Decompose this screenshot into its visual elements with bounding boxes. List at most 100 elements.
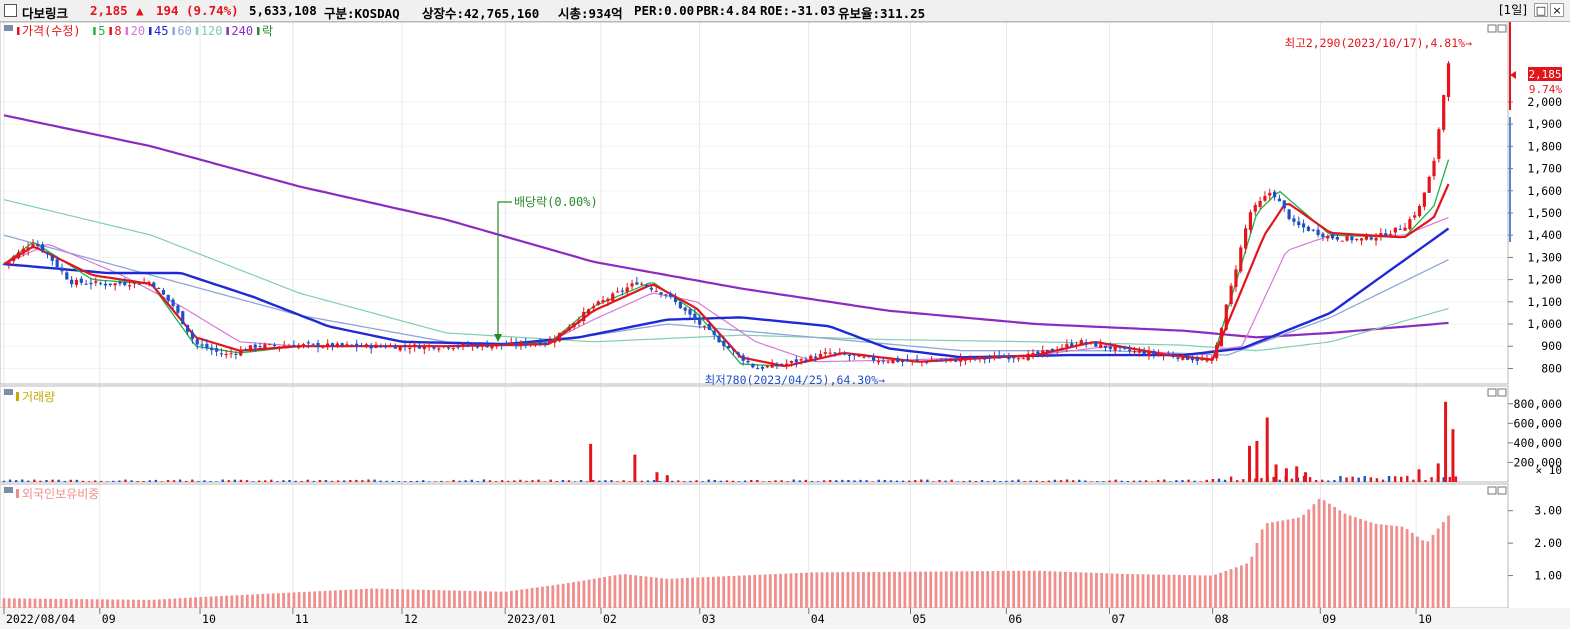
foreign-bar [209, 596, 213, 608]
volume-bar [1339, 475, 1342, 482]
candle-body [181, 311, 185, 325]
foreign-bar [799, 572, 803, 608]
volume-bar [282, 480, 285, 482]
candle-body [582, 311, 586, 322]
volume-panel-icon[interactable] [4, 389, 13, 395]
foreign-bar [80, 599, 84, 608]
price-change: 194 [156, 3, 179, 18]
foreign-bar [556, 584, 560, 608]
candle-body [1403, 227, 1407, 231]
x-tick-label: 2023/01 [507, 612, 556, 626]
candle-body [925, 362, 929, 364]
candle-body [495, 344, 499, 347]
foreign-bar [473, 591, 477, 608]
volume-bar [300, 480, 303, 482]
volume-bar [476, 481, 480, 482]
candle-body [1311, 229, 1315, 231]
volume-bar [1412, 479, 1415, 482]
candle-body [195, 339, 199, 345]
legend-item: 45 [154, 24, 168, 38]
foreign-bar [1167, 574, 1171, 608]
volume-bar [75, 479, 79, 482]
volume-bar [531, 480, 534, 482]
candle-body [480, 344, 484, 347]
volume-bar [519, 479, 522, 482]
volume-bar [1424, 480, 1427, 482]
candle-body [200, 344, 204, 346]
volume-panel-buttons[interactable] [1487, 388, 1507, 397]
volume-bar [877, 479, 880, 482]
volume-bar [1138, 480, 1142, 482]
volume-bar [1041, 481, 1044, 482]
volume-bar [470, 479, 473, 482]
candle-body [2, 263, 6, 265]
foreign-bar [1271, 522, 1274, 608]
candle-body [910, 360, 914, 362]
foreign-bar [147, 599, 151, 608]
volume-bar [567, 480, 571, 482]
chart-area[interactable]: 가격(수정) 5 8 20 45 60 120 240 락 800 900 1,000 1,100 1,… [0, 22, 1570, 629]
foreign-bar [152, 599, 156, 608]
foreign-bar [732, 575, 736, 608]
foreign-bar [919, 571, 922, 608]
period-button[interactable]: [1일] [1498, 3, 1528, 17]
volume-bar [1114, 479, 1117, 482]
candle-body [306, 342, 310, 344]
volume-bar [1096, 481, 1099, 482]
ex-dividend-marker: 배당락(0.00%) [494, 195, 598, 342]
foreign-bar [173, 598, 177, 608]
volume-bar [136, 481, 139, 482]
foreign-bar [1250, 556, 1254, 608]
ex-dividend-arrow-icon [494, 334, 502, 342]
volume-bar [458, 480, 461, 482]
candle-body [601, 300, 605, 303]
candle-body [161, 290, 166, 295]
foreign-bar [59, 598, 63, 608]
price-panel-buttons[interactable] [1487, 24, 1507, 33]
candle-body [731, 349, 736, 351]
volume-bar [203, 480, 206, 482]
candle-body [1263, 196, 1267, 201]
volume-bar [81, 480, 85, 482]
maximize-icon[interactable]: □ [1534, 3, 1548, 17]
foreign-bar [1120, 573, 1124, 608]
candle-body [1248, 212, 1253, 230]
volume-bar [324, 480, 328, 482]
candle-body [954, 359, 958, 362]
candle-body [867, 355, 871, 357]
foreign-bar [1183, 575, 1186, 608]
foreign-bar [1265, 523, 1269, 608]
foreign-bar [168, 598, 172, 608]
foreign-bar [339, 590, 342, 608]
candle-body [1113, 346, 1117, 351]
volume-bar [1169, 481, 1172, 482]
candle-body [103, 283, 108, 286]
listed-shares: 상장수:42,765,160 [422, 6, 540, 21]
stock-name: 다보링크 [22, 6, 69, 21]
x-tick-label: 02 [603, 612, 617, 626]
volume-bar [51, 479, 54, 482]
candle-body [722, 340, 726, 347]
foreign-bar [458, 590, 462, 608]
foreign-bar [805, 572, 808, 608]
volume-bar [1260, 478, 1263, 482]
volume-bar [1454, 476, 1458, 482]
price-panel-icon[interactable] [4, 25, 13, 31]
foreign-panel-icon[interactable] [4, 487, 13, 493]
candle-body [485, 344, 489, 348]
volume-bar [1327, 480, 1330, 482]
market-type: 구분:KOSDAQ [324, 6, 400, 21]
volume-bar [859, 479, 862, 482]
candle-body [862, 356, 866, 358]
foreign-panel-buttons[interactable] [1487, 486, 1507, 495]
change-arrow-icon: ▲ [136, 3, 144, 18]
volume-bar [221, 479, 224, 482]
foreign-bar [1302, 514, 1305, 608]
x-tick-label: 06 [1008, 612, 1022, 626]
select-checkbox[interactable] [4, 4, 17, 17]
ma8-line [3, 183, 1450, 368]
volume-bar [907, 480, 911, 482]
close-icon[interactable]: × [1550, 3, 1564, 17]
current-price: 2,185 [90, 3, 128, 18]
foreign-bar [416, 589, 420, 608]
